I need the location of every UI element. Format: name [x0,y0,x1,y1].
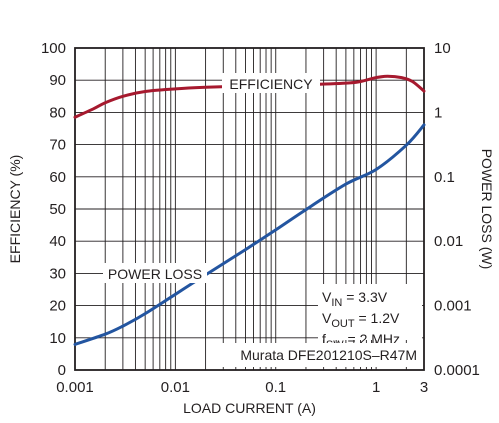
power-loss-label-background [103,263,207,283]
y-tick-label: 30 [49,265,66,282]
x-tick-label: 0.01 [161,379,190,396]
tick-labels: 0.001 0.01 0.1 1 301020304050607080901000.00… [41,40,480,396]
y-tick-label: 40 [49,233,66,250]
y-tick-label: 80 [49,104,66,121]
y-tick-label: 10 [49,330,66,347]
y-tick-label: 70 [49,137,66,154]
x-tick-label: 1 [372,379,380,396]
inductor-part-label: Murata DFE201210S–R47M [240,347,417,363]
vin-condition: VIN = 3.3V [322,289,388,309]
x-tick-label: 0.001 [56,379,94,396]
y2-tick-label: 10 [434,40,451,57]
y-tick-label: 100 [41,40,66,57]
x-tick-label: 0.1 [265,379,286,396]
part-label-background [210,343,422,367]
y2-tick-label: 0.1 [434,169,455,186]
y2-tick-label: 0.01 [434,233,463,250]
power-loss-series-label: POWER LOSS [108,266,202,282]
y-tick-label: 90 [49,72,66,89]
y-axis-title: EFFICIENCY (%) [7,155,23,264]
efficiency-label-background [222,73,320,93]
y2-tick-label: 0.001 [434,298,472,315]
y2-tick-label: 1 [434,104,442,121]
power-loss-line [73,123,426,346]
y2-axis-title: POWER LOSS (W) [479,149,495,270]
vout-condition: VOUT = 1.2V [322,310,400,330]
x-axis-title: LOAD CURRENT (A) [183,400,316,416]
y-tick-label: 50 [49,201,66,218]
y-tick-label: 0 [58,362,66,379]
conditions-box [318,284,422,340]
x-tick-label: 3 [420,379,428,396]
plot-frame [74,47,425,371]
efficiency-series-label: EFFICIENCY [229,76,313,92]
y-tick-label: 20 [49,298,66,315]
y2-tick-label: 0.0001 [434,362,480,379]
y-tick-label: 60 [49,169,66,186]
